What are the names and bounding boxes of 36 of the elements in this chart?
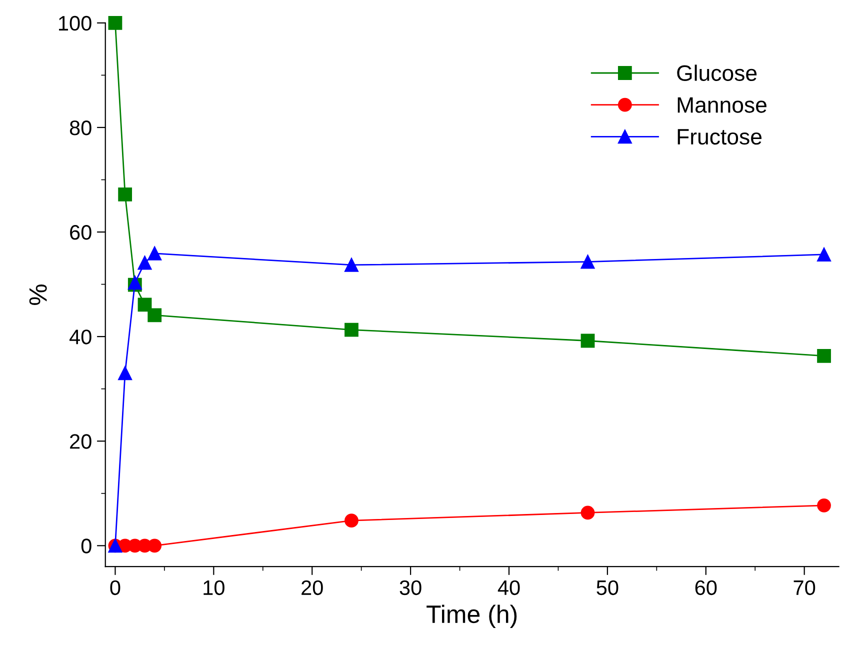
point (344, 258, 358, 272)
x-tick-label: 30 (400, 580, 422, 596)
point (817, 498, 831, 512)
x-tick-label: 10 (204, 580, 224, 596)
x-tick-label: 50 (596, 580, 618, 596)
point (817, 248, 831, 262)
y-tick-label: 80 (70, 120, 92, 136)
point (344, 322, 358, 337)
point (108, 16, 122, 30)
y-tick-label: 60 (70, 225, 92, 240)
point (580, 254, 595, 269)
point (580, 334, 595, 348)
legend-label: Mannose (678, 97, 766, 113)
y-tick-label: 0 (81, 538, 92, 554)
x-tick-label: 20 (302, 580, 323, 596)
point (138, 256, 152, 270)
y-tick-label: 100 (59, 16, 92, 31)
x-axis-title: Time (h) (426, 604, 517, 628)
y-tick-label: 40 (69, 330, 92, 344)
point (817, 348, 831, 363)
point (118, 366, 132, 380)
y-axis-title: % (29, 284, 47, 305)
legend-label: Glucose (677, 64, 757, 81)
point (580, 506, 595, 520)
y-tick-label: 20 (70, 434, 92, 449)
point (138, 298, 152, 312)
x-tick-label: 70 (794, 580, 816, 596)
x-tick-label: 60 (695, 580, 717, 596)
point (118, 187, 132, 202)
legend-label: Fructose (678, 129, 762, 145)
x-tick-label: 0 (110, 580, 120, 596)
x-tick-label: 40 (498, 580, 520, 596)
point (148, 308, 162, 322)
point (148, 538, 162, 553)
point (344, 514, 358, 528)
point (148, 246, 162, 260)
